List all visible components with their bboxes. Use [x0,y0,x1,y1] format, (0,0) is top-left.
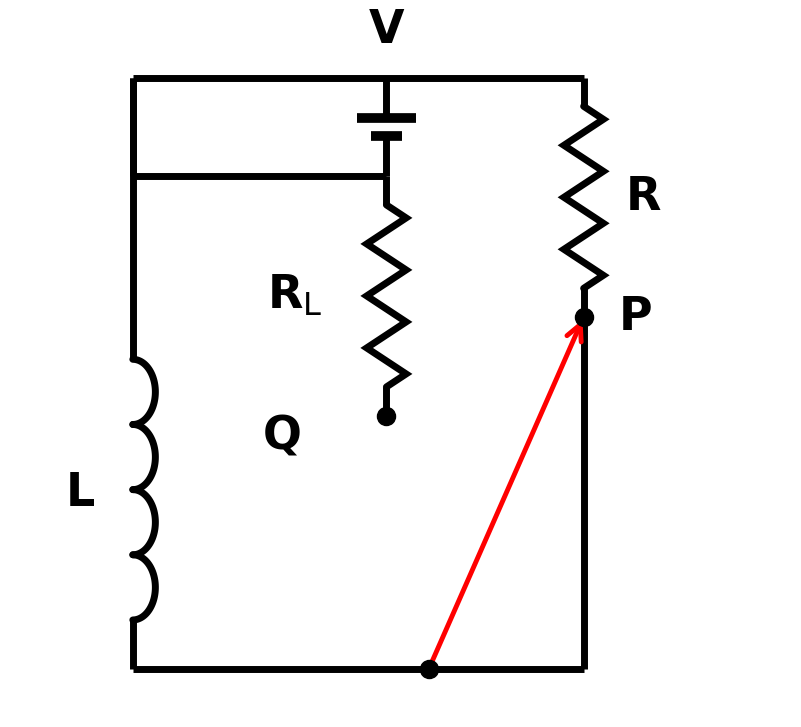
Text: R: R [626,174,662,220]
Text: V: V [368,8,405,53]
Text: L: L [66,470,95,515]
Text: Q: Q [263,414,302,459]
Text: P: P [619,294,653,340]
Text: R$_\mathsf{L}$: R$_\mathsf{L}$ [267,273,323,318]
